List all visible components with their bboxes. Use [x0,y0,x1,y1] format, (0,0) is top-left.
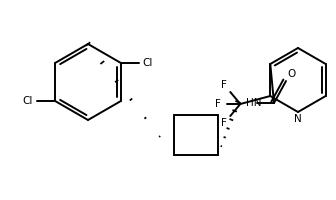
Text: Cl: Cl [22,96,32,106]
Text: HN: HN [246,98,261,108]
Text: O: O [288,69,296,79]
Text: F: F [215,99,221,109]
Text: Cl: Cl [143,58,153,68]
Text: N: N [294,114,302,124]
Text: F: F [221,118,227,128]
Text: F: F [221,80,227,90]
